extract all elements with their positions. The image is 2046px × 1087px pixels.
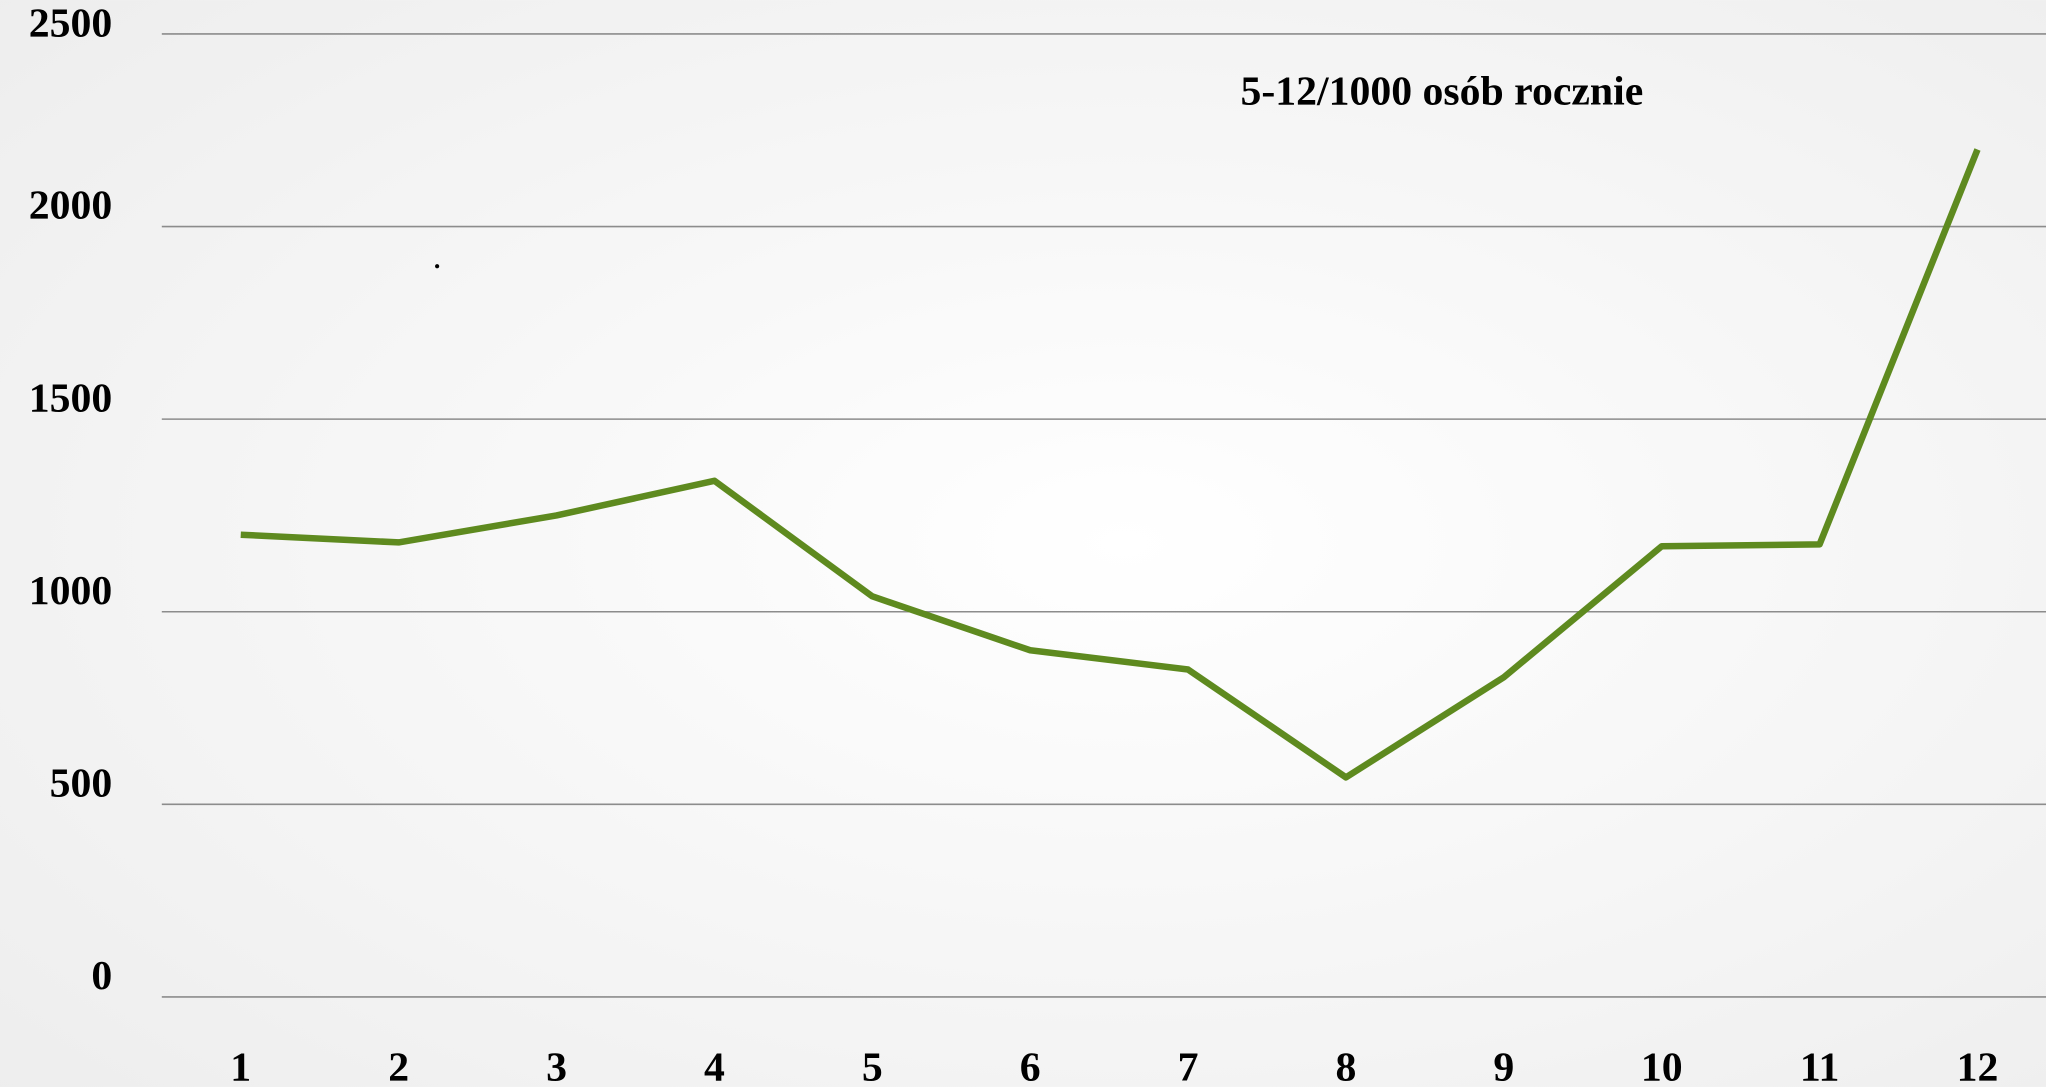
y-tick-label: 2500 xyxy=(29,1,113,47)
x-tick-label: 5 xyxy=(862,1044,883,1087)
annotation: 5-12/1000 osób rocznie xyxy=(1240,68,1643,114)
y-tick-label: 1000 xyxy=(29,568,113,614)
y-tick-label: 500 xyxy=(50,761,113,807)
x-tick-label: 9 xyxy=(1493,1044,1514,1087)
x-tick-label: 10 xyxy=(1641,1044,1683,1087)
x-tick-label: 11 xyxy=(1800,1044,1839,1087)
dot xyxy=(435,264,440,269)
data-line xyxy=(240,148,1981,781)
y-tick-label: 2000 xyxy=(29,183,113,229)
x-tick-label: 4 xyxy=(704,1044,725,1087)
x-tick-label: 3 xyxy=(546,1044,567,1087)
x-tick-label: 1 xyxy=(230,1044,251,1087)
x-tick-label: 2 xyxy=(388,1044,409,1087)
x-tick-label: 7 xyxy=(1178,1044,1199,1087)
x-tick-label: 8 xyxy=(1336,1044,1357,1087)
x-tick-label: 12 xyxy=(1957,1044,1999,1087)
x-tick-label: 6 xyxy=(1020,1044,1041,1087)
y-tick-label: 1500 xyxy=(29,375,113,421)
y-tick-label: 0 xyxy=(91,953,112,999)
